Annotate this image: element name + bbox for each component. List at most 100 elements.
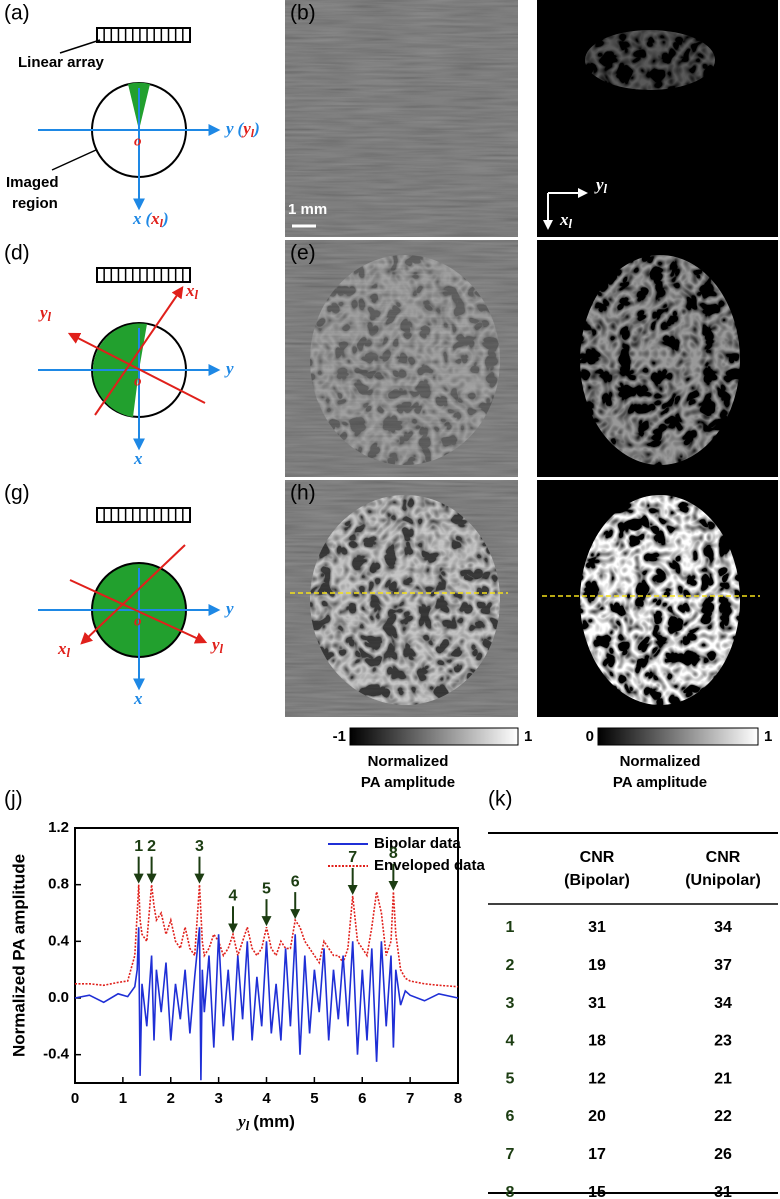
x-tick-label: 5 [310,1090,318,1107]
y-label: y (yl) [224,119,260,140]
x-tick-label: 7 [406,1090,414,1107]
annotation-label: 1 [134,838,143,855]
panel-label: (i) [548,482,567,505]
annotation-label: 8 [389,845,398,862]
row-index: 6 [506,1108,515,1125]
panel-label: (d) [4,242,30,265]
data-line [74,927,459,1081]
cell: 37 [714,957,732,974]
symbol: y [241,119,251,138]
colorbar-max: 1 [764,728,772,745]
header-cell: CNR [706,849,741,866]
axis-symbol: yl [38,303,52,324]
cell: 18 [588,1033,606,1050]
row-index: 3 [506,995,515,1012]
x-tick-label: 6 [358,1090,366,1107]
panel-label: (h) [290,482,316,505]
y-axis-label: Normalized PA amplitude [9,854,28,1057]
axis-symbol: x [133,689,143,708]
panel-label: (b) [290,2,316,25]
paren: ( [146,209,153,228]
vessel-map-bipolar [310,495,500,705]
xl-axis [94,286,184,416]
cell: 17 [588,1146,606,1163]
scale-label: 1 mm [288,201,327,218]
symbol: x [133,449,143,468]
annotation-label: 4 [229,887,238,904]
bipolar-texture [285,0,518,237]
symbol: y [594,175,604,194]
subscript: l [251,126,255,140]
panel-label: (e) [290,242,316,265]
vessel-map [580,255,740,465]
symbol: y [224,599,234,618]
axis-symbol: xl [57,639,71,660]
symbol: x [150,209,160,228]
y-tick-label: 0.4 [48,932,70,949]
origin-label: o [134,613,142,629]
annotation-label: 6 [291,873,300,890]
colorbar-label: PA amplitude [613,774,707,791]
arrowhead [543,220,553,230]
xl-axis [80,544,186,645]
x-tick-label: 8 [454,1090,462,1107]
legend-label: Enveloped data [374,857,486,874]
symbol: x [57,639,67,658]
symbol: y [224,359,234,378]
yl-axis [69,579,208,644]
leader [59,39,101,54]
subscript: l [220,642,224,656]
row-index: 5 [506,1070,515,1087]
symbol: y [224,119,234,138]
origin-label: o [134,133,142,149]
row-index: 2 [506,957,515,974]
panel-label: (f) [548,242,568,265]
row-index: 8 [506,1184,515,1199]
y-tick-label: 0.8 [48,876,69,893]
row-index: 7 [506,1146,515,1163]
symbol: y [210,635,220,654]
cell: 21 [714,1070,732,1087]
annotation-label: 7 [348,849,357,866]
table: CNR (Bipolar) CNR (Unipolar) 1 31 34 2 19 37 3 31 34… [488,832,778,1199]
y-tick-label: -0.4 [43,1046,70,1063]
panel-label: (k) [488,788,513,811]
region-label: region [12,195,58,212]
axis-symbol: yl [594,175,608,196]
cell: 31 [714,1184,732,1199]
cell: 31 [588,995,606,1012]
panel-label: (a) [4,2,30,25]
yl-axis [67,332,206,404]
paren: ) [161,209,169,228]
cell: 34 [714,995,732,1012]
cell: 26 [714,1146,732,1163]
annotation-label: 3 [195,838,204,855]
colorbar [597,727,759,746]
symbol: y [38,303,48,322]
axis-symbol: xl [185,281,199,302]
colorbar-min: -1 [333,728,346,745]
row-index: 4 [506,1033,515,1050]
symbol: x [185,281,195,300]
x-tick-label: 1 [119,1090,127,1107]
paren: ) [252,119,260,138]
linear-array [96,27,191,43]
header-cell: (Bipolar) [564,872,630,889]
array-label: Linear array [18,54,105,71]
origin-label: o [134,373,142,389]
cell: 15 [588,1184,606,1199]
header-cell: (Unipolar) [685,872,761,889]
symbol: y [236,1112,246,1131]
panel-label: (j) [4,788,23,811]
colorbar-max: 1 [524,728,532,745]
axis-symbol: y [224,599,234,618]
subscript: l [160,216,164,230]
x-tick-label: 3 [214,1090,222,1107]
symbol: x [132,209,142,228]
panel-label: (c) [548,2,573,25]
row-index: 1 [506,919,515,936]
